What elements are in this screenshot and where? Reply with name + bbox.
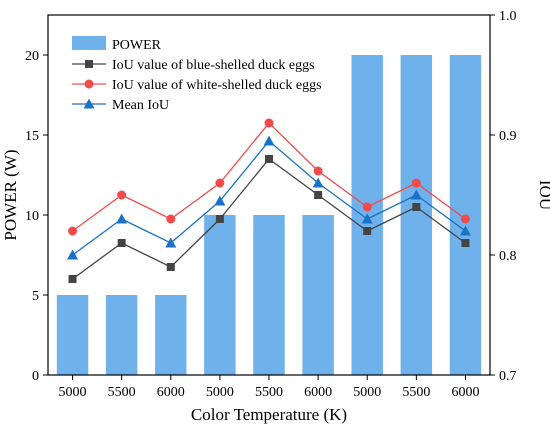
y2-tick-label: 0.8 — [499, 249, 517, 264]
x-tick-label: 6000 — [304, 385, 332, 400]
iou-point — [166, 263, 175, 271]
y-tick-label: 0 — [32, 369, 39, 384]
y2-axis-title: IOU — [536, 180, 550, 210]
iou-point — [412, 203, 421, 211]
x-tick-label: 6000 — [451, 385, 479, 400]
iou-point — [410, 189, 422, 200]
x-tick-label: 5000 — [353, 385, 381, 400]
x-tick-label: 5500 — [108, 385, 136, 400]
tick-labels: 0 5 10 15 20 0.7 0.8 0.9 1.0 5000 5500 6000 5000 5500… — [25, 9, 517, 400]
iou-point — [214, 195, 226, 206]
iou-point — [165, 237, 177, 248]
iou-point — [460, 214, 470, 224]
y-tick-label: 20 — [25, 49, 39, 64]
x-tick-label: 5500 — [402, 385, 430, 400]
legend-marker — [83, 98, 95, 109]
legend-marker — [84, 79, 94, 89]
legend-label: IoU value of white-shelled duck eggs — [112, 78, 322, 93]
iou-point — [263, 135, 275, 146]
iou-point — [411, 178, 421, 188]
legend-label: IoU value of blue-shelled duck eggs — [112, 58, 315, 73]
iou-point — [312, 177, 324, 188]
x-axis-title: Color Temperature (K) — [191, 405, 347, 424]
legend-label: Mean IoU — [112, 98, 169, 113]
y2-tick-label: 0.7 — [499, 369, 517, 384]
x-tick-label: 5000 — [59, 385, 87, 400]
iou-point — [166, 214, 176, 224]
legend-label: POWER — [112, 38, 162, 53]
x-tick-label: 6000 — [157, 385, 185, 400]
iou-point — [265, 155, 273, 163]
power-bar — [253, 215, 285, 375]
power-bar — [204, 215, 236, 375]
iou-point — [67, 249, 79, 260]
y2-tick-label: 1.0 — [499, 9, 517, 24]
iou-point — [215, 178, 225, 188]
y-tick-label: 10 — [25, 209, 39, 224]
x-tick-label: 5500 — [255, 385, 283, 400]
x-tick-label: 5000 — [206, 385, 234, 400]
iou-point — [117, 239, 126, 247]
y-tick-label: 5 — [32, 289, 39, 304]
power-bar — [155, 295, 187, 375]
iou-lines — [67, 118, 471, 283]
iou-point — [313, 166, 323, 176]
iou-point — [117, 190, 127, 200]
y-tick-label: 15 — [25, 129, 39, 144]
iou-point — [68, 226, 78, 236]
iou-point — [362, 202, 372, 212]
iou-point — [459, 225, 471, 236]
power-bar — [105, 295, 138, 375]
legend-swatch-power — [72, 36, 106, 50]
iou-point — [264, 118, 274, 128]
legend: POWER IoU value of blue-shelled duck eggs… — [72, 36, 322, 113]
iou-point — [363, 227, 372, 235]
iou-point — [116, 213, 128, 224]
iou-point — [314, 191, 323, 199]
power-bar — [56, 295, 89, 375]
power-bar — [302, 215, 334, 375]
iou-point — [461, 239, 470, 247]
legend-marker — [85, 60, 93, 68]
power-bars — [56, 55, 482, 375]
axes — [43, 14, 495, 380]
iou-point — [68, 275, 77, 283]
y2-tick-label: 0.9 — [499, 129, 517, 144]
y-axis-title: POWER (W) — [1, 149, 20, 240]
iou-point — [215, 215, 224, 223]
iou-point — [361, 213, 373, 224]
